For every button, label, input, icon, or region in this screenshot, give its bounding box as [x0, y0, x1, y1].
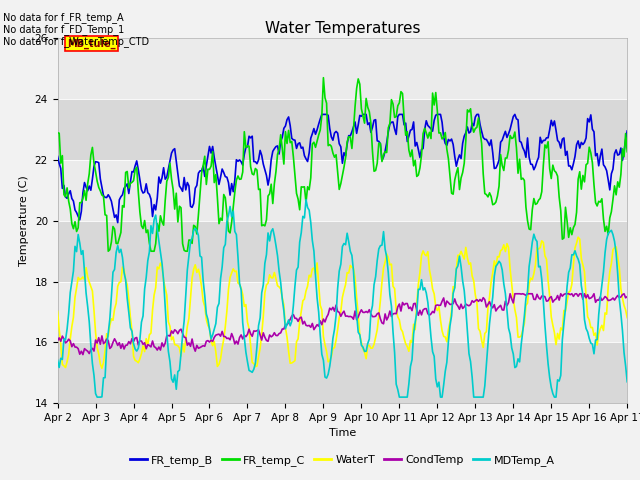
- Bar: [58, 342, 627, 403]
- CondTemp: [506, 291, 514, 297]
- FR_temp_C: [319, 75, 327, 81]
- MDTemp_A: [93, 394, 101, 400]
- MDTemp_A: [161, 303, 169, 309]
- X-axis label: Time: Time: [329, 429, 356, 438]
- FR_temp_C: [70, 226, 77, 231]
- WaterT: [556, 336, 563, 342]
- Bar: [58, 38, 627, 99]
- FR_temp_B: [413, 140, 420, 145]
- FR_temp_B: [54, 154, 61, 159]
- WaterT: [623, 315, 631, 321]
- CondTemp: [70, 341, 77, 347]
- CondTemp: [380, 321, 387, 327]
- Y-axis label: Temperature (C): Temperature (C): [19, 175, 29, 266]
- Title: Water Temperatures: Water Temperatures: [265, 21, 420, 36]
- Text: No data for f_WaterTemp_CTD: No data for f_WaterTemp_CTD: [3, 36, 149, 47]
- FR_temp_C: [54, 130, 61, 136]
- MDTemp_A: [400, 394, 408, 400]
- CondTemp: [79, 352, 87, 358]
- Bar: [58, 99, 627, 160]
- FR_temp_B: [114, 220, 122, 226]
- FR_temp_C: [161, 198, 169, 204]
- FR_temp_C: [623, 149, 631, 155]
- WaterT: [574, 234, 582, 240]
- Line: FR_temp_B: FR_temp_B: [58, 114, 627, 223]
- MDTemp_A: [381, 246, 389, 252]
- FR_temp_C: [381, 149, 389, 155]
- Text: No data for f_FR_temp_A: No data for f_FR_temp_A: [3, 12, 124, 23]
- MDTemp_A: [70, 268, 77, 274]
- FR_temp_B: [161, 176, 169, 182]
- FR_temp_C: [413, 174, 420, 180]
- WaterT: [380, 265, 387, 271]
- FR_temp_B: [381, 148, 389, 154]
- CondTemp: [399, 300, 406, 305]
- Line: WaterT: WaterT: [58, 237, 627, 368]
- Line: FR_temp_C: FR_temp_C: [58, 78, 627, 251]
- MDTemp_A: [302, 197, 310, 203]
- MDTemp_A: [623, 379, 631, 384]
- CondTemp: [54, 337, 61, 343]
- Text: MB_tule_: MB_tule_: [67, 38, 116, 48]
- FR_temp_B: [400, 122, 408, 128]
- WaterT: [161, 285, 169, 290]
- CondTemp: [412, 300, 419, 306]
- Bar: [58, 282, 627, 342]
- WaterT: [98, 365, 106, 371]
- WaterT: [399, 329, 406, 335]
- Line: MDTemp_A: MDTemp_A: [58, 200, 627, 397]
- WaterT: [54, 308, 61, 314]
- FR_temp_C: [104, 248, 112, 254]
- CondTemp: [557, 291, 564, 297]
- MDTemp_A: [557, 372, 564, 378]
- FR_temp_B: [318, 111, 326, 117]
- FR_temp_B: [70, 198, 77, 204]
- CondTemp: [161, 340, 169, 346]
- Text: No data for f_FD_Temp_1: No data for f_FD_Temp_1: [3, 24, 124, 35]
- FR_temp_C: [400, 116, 408, 121]
- FR_temp_B: [623, 128, 631, 134]
- FR_temp_C: [557, 208, 564, 214]
- Line: CondTemp: CondTemp: [58, 294, 627, 355]
- MDTemp_A: [54, 358, 61, 363]
- CondTemp: [623, 294, 631, 300]
- Bar: [58, 160, 627, 221]
- Legend: FR_temp_B, FR_temp_C, WaterT, CondTemp, MDTemp_A: FR_temp_B, FR_temp_C, WaterT, CondTemp, …: [125, 451, 559, 470]
- WaterT: [70, 314, 77, 320]
- FR_temp_B: [557, 145, 564, 151]
- MDTemp_A: [413, 310, 420, 315]
- WaterT: [412, 327, 419, 333]
- Bar: [58, 221, 627, 282]
